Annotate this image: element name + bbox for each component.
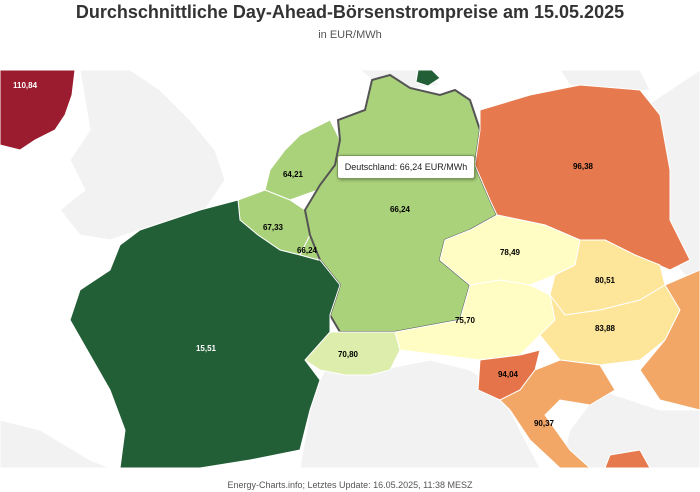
region-denmark[interactable] <box>415 70 441 87</box>
region-netherlands[interactable] <box>264 119 341 201</box>
page-title: Durchschnittliche Day-Ahead-Börsenstromp… <box>75 2 625 22</box>
region-tooltip: Deutschland: 66,24 EUR/MWh <box>337 155 475 179</box>
region-switzerland[interactable] <box>304 331 401 376</box>
label-france: 15,51 <box>196 344 217 353</box>
page-subtitle: in EUR/MWh <box>318 29 382 41</box>
label-slovenia: 94,04 <box>498 370 519 379</box>
label-uk: 110,84 <box>13 81 38 90</box>
label-switzerland: 70,80 <box>338 350 359 359</box>
footer-source: Energy-Charts.info; Letztes Update: 16.0… <box>227 480 473 490</box>
label-austria: 75,70 <box>455 316 476 325</box>
label-luxembourg: 66,24 <box>297 246 318 255</box>
label-netherlands: 64,21 <box>283 170 304 179</box>
region-france[interactable] <box>69 199 341 468</box>
price-map: 110,84 64,21 67,33 66,24 66,24 96,38 78,… <box>0 70 700 468</box>
region-serbia <box>604 449 651 468</box>
label-czechia: 78,49 <box>500 248 521 257</box>
label-poland: 96,38 <box>573 162 594 171</box>
label-slovakia: 80,51 <box>595 276 616 285</box>
label-hungary: 83,88 <box>595 324 616 333</box>
label-croatia: 90,37 <box>534 419 555 428</box>
region-romania <box>639 269 700 411</box>
land-iberia <box>0 419 111 468</box>
label-germany: 66,24 <box>390 205 411 214</box>
map-svg: 110,84 64,21 67,33 66,24 66,24 96,38 78,… <box>0 70 700 468</box>
label-belgium: 67,33 <box>263 223 284 232</box>
land-balkans <box>559 389 700 468</box>
region-uk[interactable] <box>0 70 76 151</box>
region-croatia[interactable] <box>499 359 616 468</box>
